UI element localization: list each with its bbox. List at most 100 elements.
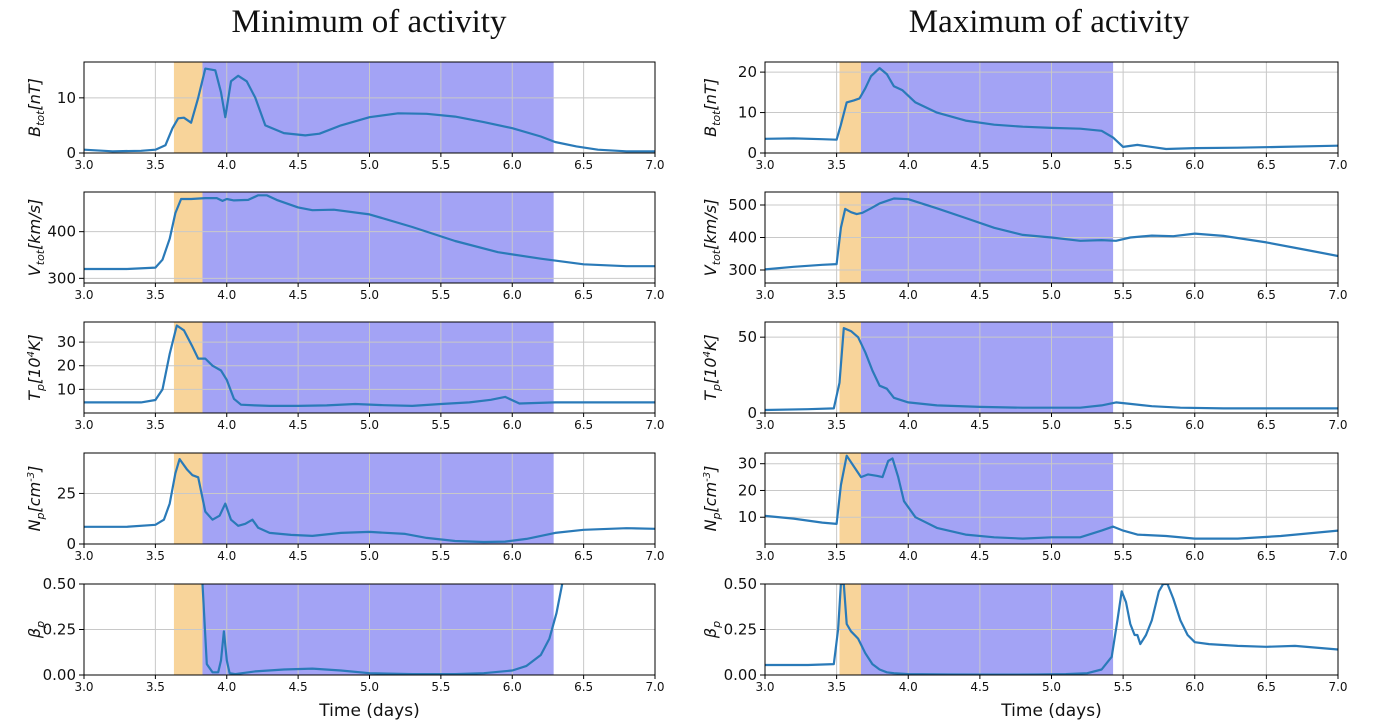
x-tick-label: 3.0	[74, 418, 93, 432]
x-tick-label: 6.5	[574, 158, 593, 172]
y-tick-label: 0	[66, 535, 76, 553]
x-tick-label: 6.0	[1185, 288, 1204, 302]
x-tick-label: 6.0	[1185, 680, 1204, 694]
x-tick-label: 3.0	[74, 158, 93, 172]
x-tick-label: 4.5	[289, 680, 308, 694]
y-axis-label: Tp[104K]	[701, 334, 723, 400]
y-tick-label: 0	[66, 144, 76, 162]
y-tick-label: 0.00	[43, 666, 76, 684]
x-tick-label: 4.0	[217, 418, 236, 432]
x-tick-label: 5.0	[360, 418, 379, 432]
sheath-region	[839, 322, 861, 413]
y-axis-label: βp	[25, 621, 47, 639]
x-tick-label: 4.5	[289, 158, 308, 172]
x-tick-label: 6.0	[1185, 158, 1204, 172]
x-tick-label: 7.0	[1328, 549, 1347, 563]
panel-1-4: 0.00 0.25 0.50 3.0 3.5 4.0 4.5 5.0 5.5 6.0 6.5 7.0 β…	[701, 575, 1348, 694]
panel-0-2: 10 20 30 3.0 3.5 4.0 4.5 5.0 5.5 6.0 6.5 7.0 Tp[104K…	[25, 321, 665, 432]
y-tick-label: 10	[738, 508, 757, 526]
x-tick-label: 7.0	[1328, 680, 1347, 694]
x-tick-label: 5.5	[431, 418, 450, 432]
x-tick-label: 4.0	[217, 549, 236, 563]
x-tick-label: 6.0	[1185, 549, 1204, 563]
column-title-minimum: Minimum of activity	[231, 4, 507, 40]
ejecta-region	[202, 453, 554, 544]
x-tick-label: 4.5	[970, 158, 989, 172]
x-tick-label: 6.5	[1257, 680, 1276, 694]
x-tick-label: 3.0	[74, 549, 93, 563]
x-tick-label: 3.5	[146, 549, 165, 563]
x-tick-label: 7.0	[645, 680, 664, 694]
y-tick-label: 300	[47, 269, 76, 287]
series-line	[84, 194, 655, 271]
series-line	[765, 327, 1338, 412]
x-tick-label: 4.5	[970, 680, 989, 694]
y-axis-label: βp	[701, 621, 723, 639]
x-tick-label: 3.0	[755, 418, 774, 432]
x-tick-label: 5.5	[431, 680, 450, 694]
ejecta-region	[860, 62, 1114, 153]
x-tick-label: 4.0	[899, 158, 918, 172]
x-tick-label: 6.5	[574, 549, 593, 563]
y-tick-label: 500	[728, 196, 757, 214]
panel-1-0: 0 10 20 3.0 3.5 4.0 4.5 5.0 5.5 6.0 6.5 7.0 Btot[nT]	[701, 61, 1348, 172]
y-tick-label: 10	[57, 380, 76, 398]
series-line	[765, 67, 1338, 151]
x-tick-label: 7.0	[645, 549, 664, 563]
y-tick-label: 0.50	[724, 575, 757, 593]
x-tick-label: 4.0	[217, 158, 236, 172]
y-tick-label: 0.25	[43, 621, 76, 639]
y-axis-label: Tp[104K]	[25, 334, 47, 400]
x-tick-label: 5.0	[360, 549, 379, 563]
x-tick-label: 4.5	[970, 288, 989, 302]
column-title-maximum: Maximum of activity	[908, 4, 1190, 40]
x-tick-label: 4.5	[289, 418, 308, 432]
x-tick-label: 4.5	[970, 418, 989, 432]
x-tick-label: 5.5	[1114, 680, 1133, 694]
y-tick-label: 10	[738, 104, 757, 122]
x-tick-label: 5.5	[1114, 418, 1133, 432]
y-tick-label: 400	[728, 229, 757, 247]
x-tick-label: 3.5	[146, 680, 165, 694]
x-tick-label: 7.0	[1328, 158, 1347, 172]
x-tick-label: 3.5	[827, 158, 846, 172]
x-tick-label: 5.5	[431, 288, 450, 302]
y-axis-label: Vtot[km/s]	[25, 199, 47, 276]
x-tick-label: 4.0	[899, 288, 918, 302]
y-tick-label: 20	[738, 481, 757, 499]
x-tick-label: 3.0	[755, 549, 774, 563]
x-tick-label: 5.0	[360, 288, 379, 302]
sheath-region	[839, 62, 861, 153]
x-tick-label: 4.0	[899, 418, 918, 432]
sheath-region	[839, 453, 861, 544]
x-tick-label: 4.0	[217, 288, 236, 302]
y-axis-label: Vtot[km/s]	[701, 199, 723, 276]
series-line	[84, 67, 655, 153]
y-tick-label: 0.50	[43, 575, 76, 593]
x-tick-label: 6.5	[574, 680, 593, 694]
x-tick-label: 6.5	[574, 288, 593, 302]
x-tick-label: 4.5	[289, 288, 308, 302]
x-tick-label: 4.0	[899, 680, 918, 694]
x-tick-label: 6.0	[503, 288, 522, 302]
x-axis-label: Time (days)	[318, 701, 419, 721]
x-tick-label: 3.0	[755, 158, 774, 172]
y-tick-label: 30	[738, 455, 757, 473]
series-line	[201, 584, 564, 675]
x-tick-label: 6.5	[1257, 288, 1276, 302]
ejecta-region	[202, 192, 554, 283]
x-tick-label: 6.0	[503, 549, 522, 563]
y-tick-label: 0	[747, 144, 757, 162]
panel-0-3: 0 25 3.0 3.5 4.0 4.5 5.0 5.5 6.0 6.5 7.0 Np[cm-3]	[25, 452, 665, 563]
x-tick-label: 4.0	[899, 549, 918, 563]
x-tick-label: 6.0	[503, 158, 522, 172]
x-tick-label: 5.5	[1114, 158, 1133, 172]
panel-0-4: 0.00 0.25 0.50 3.0 3.5 4.0 4.5 5.0 5.5 6.0 6.5 7.0 β…	[25, 575, 665, 694]
x-tick-label: 7.0	[645, 288, 664, 302]
panel-0-1: 300 400 3.0 3.5 4.0 4.5 5.0 5.5 6.0 6.5 7.0 Vtot[km…	[25, 191, 665, 302]
panel-1-3: 10 20 30 3.0 3.5 4.0 4.5 5.0 5.5 6.0 6.5 7.0 Np[cm-3…	[701, 452, 1348, 563]
x-tick-label: 4.0	[217, 680, 236, 694]
x-tick-label: 6.0	[503, 680, 522, 694]
x-tick-label: 3.0	[74, 288, 93, 302]
panel-1-2: 0 50 3.0 3.5 4.0 4.5 5.0 5.5 6.0 6.5 7.0 Tp[104K]	[701, 321, 1348, 432]
